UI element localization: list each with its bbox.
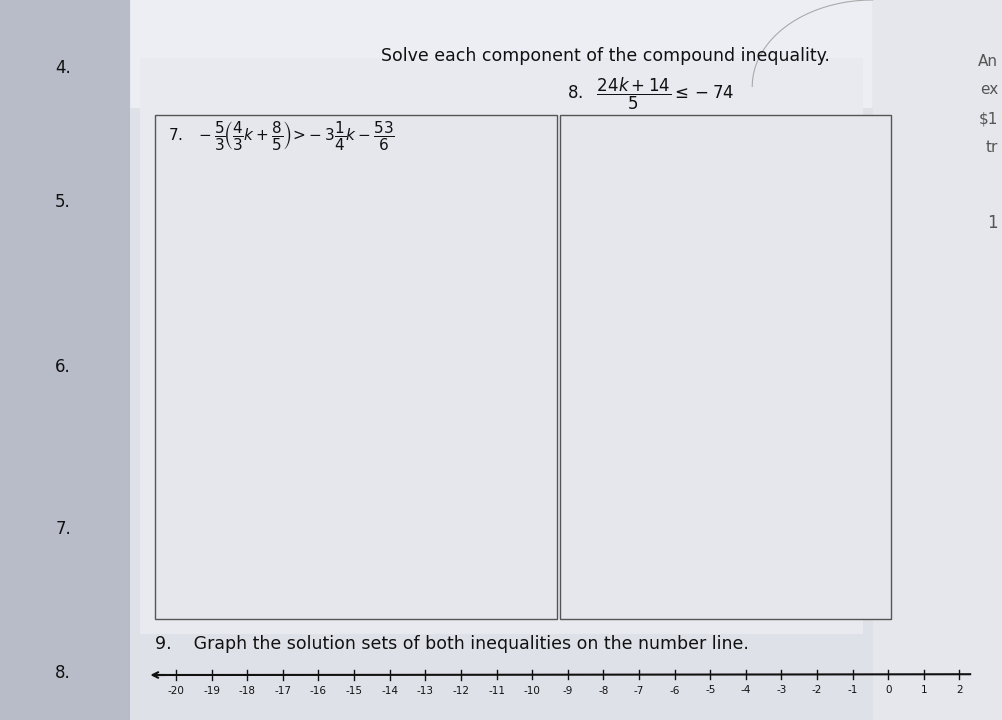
Text: -14: -14 bbox=[381, 686, 398, 696]
Text: 1: 1 bbox=[986, 215, 997, 232]
Text: -4: -4 bbox=[739, 685, 750, 696]
Text: -12: -12 bbox=[452, 685, 469, 696]
Text: -8: -8 bbox=[597, 685, 608, 696]
Text: 1: 1 bbox=[920, 685, 926, 696]
Text: -20: -20 bbox=[167, 686, 184, 696]
Text: $1: $1 bbox=[978, 112, 997, 126]
Text: 4.: 4. bbox=[55, 59, 71, 77]
Text: -18: -18 bbox=[238, 686, 256, 696]
Text: -7: -7 bbox=[633, 685, 643, 696]
Text: 7.: 7. bbox=[55, 520, 71, 539]
Text: -19: -19 bbox=[203, 686, 219, 696]
Text: 2: 2 bbox=[955, 685, 962, 695]
Text: -15: -15 bbox=[346, 686, 362, 696]
Text: -3: -3 bbox=[776, 685, 786, 696]
Text: An: An bbox=[977, 54, 997, 68]
Text: 6.: 6. bbox=[55, 358, 71, 376]
Bar bbox=[130, 0, 872, 720]
Text: -13: -13 bbox=[417, 685, 434, 696]
Text: -16: -16 bbox=[310, 686, 327, 696]
Text: Solve each component of the compound inequality.: Solve each component of the compound ine… bbox=[381, 47, 830, 65]
Text: 8.: 8. bbox=[55, 664, 71, 683]
Bar bbox=[0, 0, 130, 720]
Text: $8. \ \ \dfrac{24k+14}{5} \leq -74$: $8. \ \ \dfrac{24k+14}{5} \leq -74$ bbox=[566, 76, 733, 112]
Text: $7. \ \ -\dfrac{5}{3}\!\left(\dfrac{4}{3}k+\dfrac{8}{5}\right)\!>\!-3\dfrac{1}{4: $7. \ \ -\dfrac{5}{3}\!\left(\dfrac{4}{3… bbox=[167, 119, 394, 152]
Text: 9.    Graph the solution sets of both inequalities on the number line.: 9. Graph the solution sets of both inequ… bbox=[155, 635, 748, 653]
Text: -11: -11 bbox=[488, 685, 505, 696]
Text: -6: -6 bbox=[668, 685, 679, 696]
Text: -5: -5 bbox=[704, 685, 714, 696]
Text: -10: -10 bbox=[523, 685, 540, 696]
Text: 5.: 5. bbox=[55, 192, 71, 210]
Bar bbox=[872, 0, 1002, 720]
Bar bbox=[155, 115, 556, 619]
Text: ex: ex bbox=[979, 83, 997, 97]
Text: -9: -9 bbox=[562, 685, 572, 696]
Bar bbox=[140, 58, 862, 634]
Bar bbox=[559, 115, 890, 619]
FancyBboxPatch shape bbox=[130, 0, 872, 108]
Text: -1: -1 bbox=[847, 685, 857, 696]
Text: 0: 0 bbox=[884, 685, 891, 696]
Text: -17: -17 bbox=[275, 686, 291, 696]
Text: -2: -2 bbox=[811, 685, 822, 696]
Text: tr: tr bbox=[985, 140, 997, 155]
